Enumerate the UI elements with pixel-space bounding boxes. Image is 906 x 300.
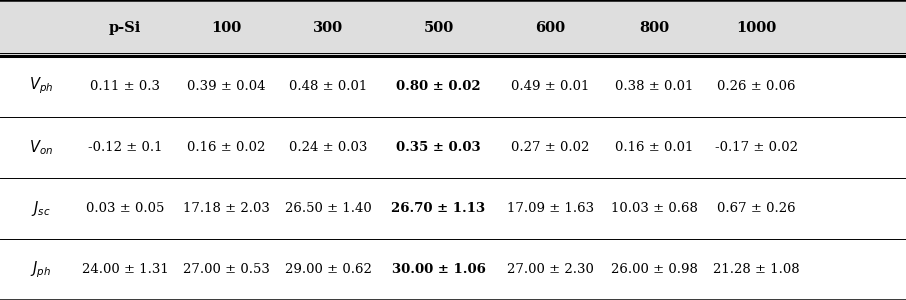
Text: 24.00 ± 1.31: 24.00 ± 1.31: [82, 263, 169, 276]
Text: 0.67 ± 0.26: 0.67 ± 0.26: [718, 202, 795, 215]
Text: 0.24 ± 0.03: 0.24 ± 0.03: [289, 141, 367, 154]
Text: 600: 600: [535, 21, 565, 35]
Text: 0.39 ± 0.04: 0.39 ± 0.04: [188, 80, 265, 93]
Text: 1000: 1000: [737, 21, 776, 35]
Text: 17.09 ± 1.63: 17.09 ± 1.63: [506, 202, 594, 215]
Text: 26.70 ± 1.13: 26.70 ± 1.13: [391, 202, 486, 215]
Text: 0.38 ± 0.01: 0.38 ± 0.01: [615, 80, 694, 93]
Text: 0.26 ± 0.06: 0.26 ± 0.06: [718, 80, 795, 93]
Bar: [0, 0, 906, 56]
Text: $J_{ph}$: $J_{ph}$: [31, 259, 52, 280]
Text: 0.16 ± 0.02: 0.16 ± 0.02: [188, 141, 265, 154]
Text: p-Si: p-Si: [109, 21, 141, 35]
Text: 800: 800: [640, 21, 670, 35]
Text: 17.18 ± 2.03: 17.18 ± 2.03: [183, 202, 270, 215]
Text: 21.28 ± 1.08: 21.28 ± 1.08: [713, 263, 800, 276]
Text: 500: 500: [423, 21, 454, 35]
Text: 30.00 ± 1.06: 30.00 ± 1.06: [391, 263, 486, 276]
Text: $V_{ph}$: $V_{ph}$: [29, 76, 53, 96]
Text: -0.12 ± 0.1: -0.12 ± 0.1: [88, 141, 162, 154]
Text: 27.00 ± 0.53: 27.00 ± 0.53: [183, 263, 270, 276]
Text: 0.03 ± 0.05: 0.03 ± 0.05: [86, 202, 164, 215]
Text: 26.50 ± 1.40: 26.50 ± 1.40: [284, 202, 371, 215]
Text: 27.00 ± 2.30: 27.00 ± 2.30: [507, 263, 593, 276]
Text: 0.11 ± 0.3: 0.11 ± 0.3: [90, 80, 160, 93]
Text: $V_{on}$: $V_{on}$: [29, 138, 53, 157]
Text: 0.27 ± 0.02: 0.27 ± 0.02: [511, 141, 590, 154]
Text: 0.49 ± 0.01: 0.49 ± 0.01: [511, 80, 590, 93]
Text: $J_{sc}$: $J_{sc}$: [31, 199, 51, 218]
Text: 300: 300: [313, 21, 343, 35]
Text: 0.35 ± 0.03: 0.35 ± 0.03: [396, 141, 481, 154]
Text: 26.00 ± 0.98: 26.00 ± 0.98: [612, 263, 698, 276]
Text: 100: 100: [211, 21, 242, 35]
Text: 10.03 ± 0.68: 10.03 ± 0.68: [612, 202, 698, 215]
Text: 0.80 ± 0.02: 0.80 ± 0.02: [396, 80, 481, 93]
Text: 0.16 ± 0.01: 0.16 ± 0.01: [615, 141, 694, 154]
Text: -0.17 ± 0.02: -0.17 ± 0.02: [715, 141, 798, 154]
Text: 29.00 ± 0.62: 29.00 ± 0.62: [284, 263, 371, 276]
Text: 0.48 ± 0.01: 0.48 ± 0.01: [289, 80, 367, 93]
